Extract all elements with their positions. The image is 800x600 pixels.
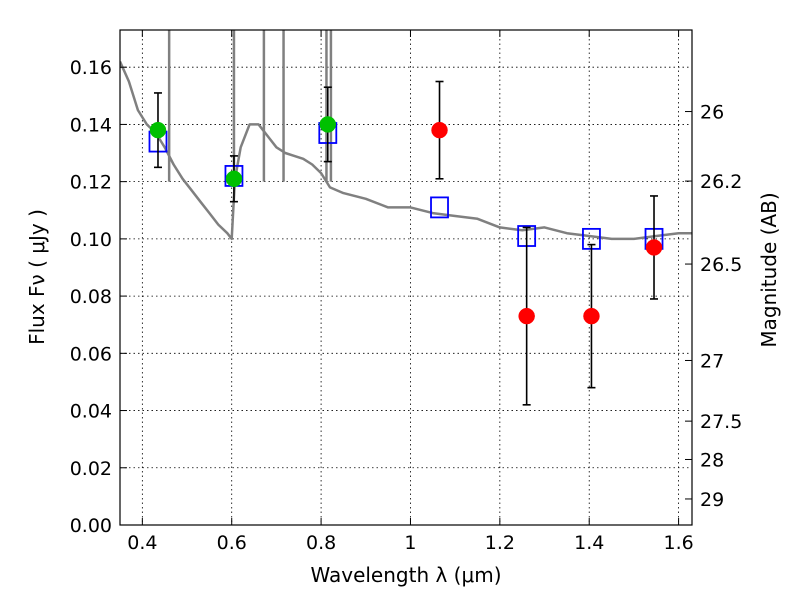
right-axis-label: Magnitude (AB) bbox=[757, 192, 781, 347]
plot-frame bbox=[119, 29, 693, 526]
right-tick-label: 26.5 bbox=[700, 254, 742, 276]
right-tick-label: 26 bbox=[700, 102, 724, 124]
x-axis-label: Wavelength λ (μm) bbox=[310, 563, 501, 587]
data-point bbox=[431, 121, 448, 139]
data-point bbox=[225, 170, 243, 188]
y-tick-label: 0.08 bbox=[70, 286, 112, 308]
right-tick-label: 27.5 bbox=[700, 411, 742, 433]
model-sed-line bbox=[120, 60, 692, 241]
x-tick-label: 1.2 bbox=[485, 532, 515, 554]
x-tick-label: 1.6 bbox=[663, 532, 693, 554]
y-tick-label: 0.12 bbox=[70, 172, 112, 194]
data-point bbox=[149, 121, 167, 139]
grid bbox=[120, 30, 692, 526]
y-tick-label: 0.00 bbox=[70, 515, 112, 537]
data-point bbox=[583, 307, 600, 325]
y-tick-label: 0.10 bbox=[70, 229, 112, 251]
photometry-square bbox=[430, 196, 449, 219]
y-axis-label: Flux Fν ( μJy ) bbox=[25, 209, 49, 345]
right-tick-label: 27 bbox=[700, 350, 724, 372]
right-tick-label: 29 bbox=[700, 489, 724, 511]
y-tick-label: 0.14 bbox=[70, 114, 112, 136]
right-tick-label: 26.2 bbox=[700, 171, 742, 193]
right-tick-label: 28 bbox=[700, 449, 724, 471]
y-tick-label: 0.02 bbox=[70, 458, 112, 480]
model-sed-layer bbox=[120, 30, 692, 241]
marker-layer bbox=[148, 80, 664, 406]
ticks: 0.4 0.6 0.8 1 1.2 1.4 1.6 0.00 0.02 0.04 0.06 0.08 0… bbox=[70, 30, 742, 554]
x-tick-label: 0.6 bbox=[217, 532, 247, 554]
y-tick-label: 0.06 bbox=[70, 343, 112, 365]
x-tick-label: 0.8 bbox=[306, 532, 336, 554]
y-tick-label: 0.16 bbox=[70, 57, 112, 79]
data-point bbox=[645, 239, 663, 256]
x-tick-label: 0.4 bbox=[127, 532, 157, 554]
data-point bbox=[518, 307, 535, 325]
x-tick-label: 1.4 bbox=[574, 532, 604, 554]
x-tick-label: 1 bbox=[404, 532, 416, 554]
y-tick-label: 0.04 bbox=[70, 401, 112, 423]
data-point bbox=[319, 116, 337, 133]
